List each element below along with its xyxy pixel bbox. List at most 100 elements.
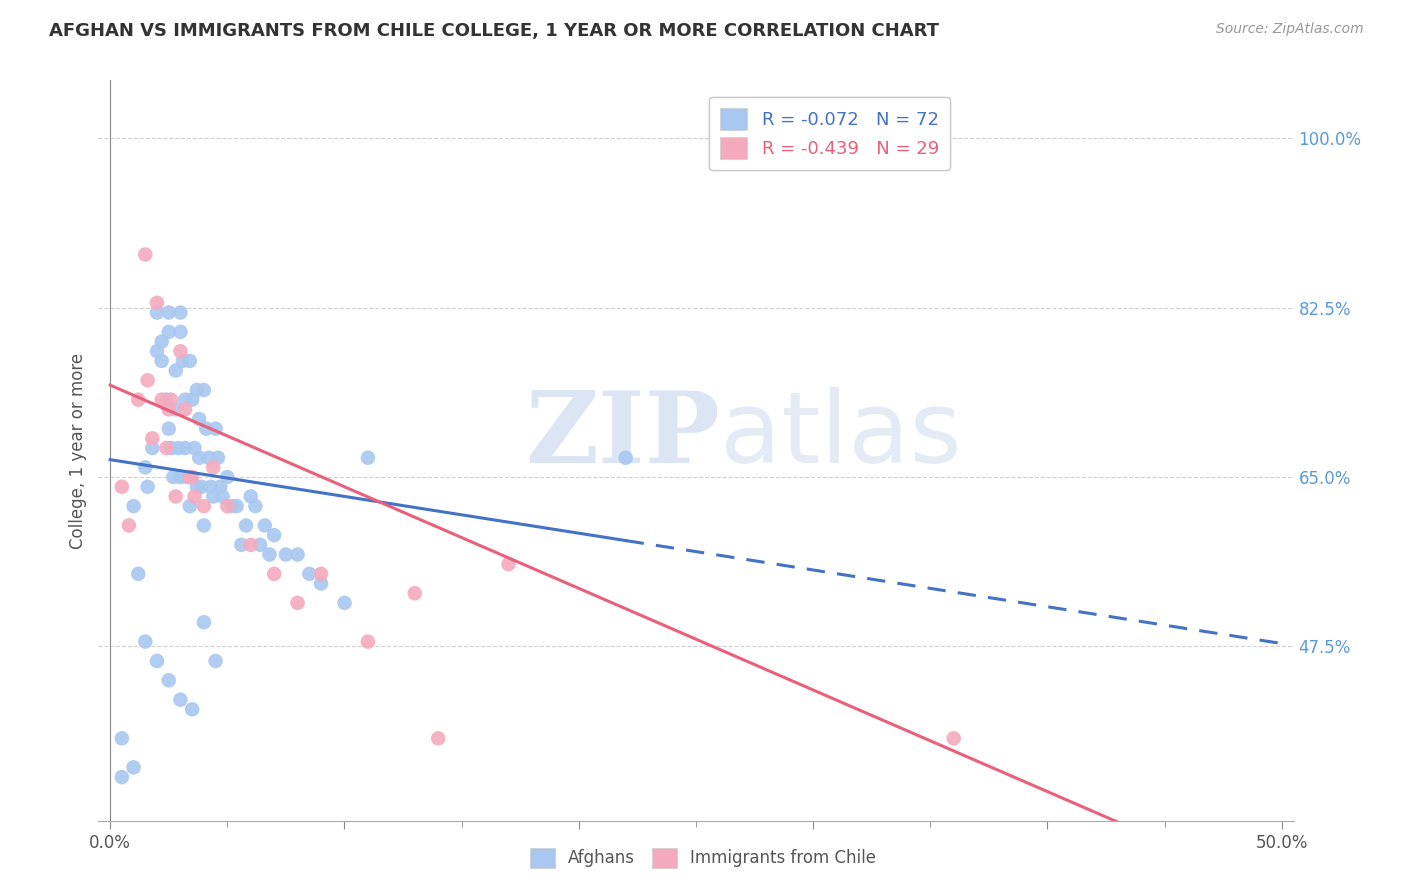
Point	[167, 441, 190, 455]
Point	[287, 596, 309, 610]
Point	[287, 548, 309, 562]
Point	[146, 305, 169, 319]
Point	[150, 334, 173, 349]
Point	[174, 441, 197, 455]
Point	[245, 499, 267, 513]
Point	[190, 480, 212, 494]
Point	[404, 586, 426, 600]
Point	[155, 441, 177, 455]
Point	[111, 770, 134, 784]
Point	[157, 673, 180, 688]
Point	[174, 392, 197, 407]
Point	[197, 450, 219, 465]
Point	[263, 566, 285, 581]
Point	[193, 518, 215, 533]
Point	[122, 760, 145, 774]
Point	[157, 402, 180, 417]
Point	[193, 615, 215, 630]
Point	[357, 634, 380, 648]
Point	[614, 450, 637, 465]
Point	[169, 325, 191, 339]
Point	[165, 402, 187, 417]
Point	[204, 654, 226, 668]
Legend: R = -0.072   N = 72, R = -0.439   N = 29: R = -0.072 N = 72, R = -0.439 N = 29	[710, 96, 950, 169]
Point	[235, 518, 257, 533]
Point	[134, 460, 156, 475]
Point	[162, 470, 184, 484]
Point	[217, 499, 239, 513]
Point	[207, 450, 229, 465]
Point	[146, 344, 169, 359]
Point	[136, 373, 159, 387]
Point	[309, 566, 332, 581]
Point	[172, 354, 194, 368]
Text: ZIP: ZIP	[524, 387, 720, 484]
Point	[239, 490, 262, 504]
Point	[160, 441, 183, 455]
Point	[127, 392, 149, 407]
Point	[176, 470, 198, 484]
Point	[157, 422, 180, 436]
Point	[111, 480, 134, 494]
Point	[942, 731, 965, 746]
Text: Source: ZipAtlas.com: Source: ZipAtlas.com	[1216, 22, 1364, 37]
Point	[141, 431, 163, 445]
Point	[165, 363, 187, 377]
Point	[141, 441, 163, 455]
Point	[169, 470, 191, 484]
Point	[249, 538, 271, 552]
Point	[118, 518, 141, 533]
Point	[181, 392, 204, 407]
Point	[181, 702, 204, 716]
Point	[160, 392, 183, 407]
Point	[146, 296, 169, 310]
Point	[183, 490, 205, 504]
Point	[225, 499, 247, 513]
Point	[211, 490, 233, 504]
Point	[221, 499, 243, 513]
Point	[209, 480, 232, 494]
Point	[333, 596, 356, 610]
Point	[134, 247, 156, 261]
Point	[174, 402, 197, 417]
Point	[193, 383, 215, 397]
Point	[127, 566, 149, 581]
Point	[179, 354, 201, 368]
Point	[231, 538, 253, 552]
Point	[179, 499, 201, 513]
Point	[195, 422, 218, 436]
Point	[263, 528, 285, 542]
Point	[253, 518, 276, 533]
Point	[217, 470, 239, 484]
Point	[157, 305, 180, 319]
Point	[136, 480, 159, 494]
Legend: Afghans, Immigrants from Chile: Afghans, Immigrants from Chile	[523, 841, 883, 875]
Point	[427, 731, 450, 746]
Point	[150, 354, 173, 368]
Point	[204, 422, 226, 436]
Point	[155, 392, 177, 407]
Point	[165, 490, 187, 504]
Point	[298, 566, 321, 581]
Point	[202, 490, 225, 504]
Point	[239, 538, 262, 552]
Point	[186, 383, 208, 397]
Point	[181, 470, 204, 484]
Point	[193, 499, 215, 513]
Point	[122, 499, 145, 513]
Point	[498, 557, 520, 571]
Point	[134, 634, 156, 648]
Point	[179, 470, 201, 484]
Point	[357, 450, 380, 465]
Y-axis label: College, 1 year or more: College, 1 year or more	[69, 352, 87, 549]
Point	[157, 325, 180, 339]
Point	[111, 731, 134, 746]
Text: AFGHAN VS IMMIGRANTS FROM CHILE COLLEGE, 1 YEAR OR MORE CORRELATION CHART: AFGHAN VS IMMIGRANTS FROM CHILE COLLEGE,…	[49, 22, 939, 40]
Point	[183, 441, 205, 455]
Point	[188, 450, 211, 465]
Point	[150, 392, 173, 407]
Text: atlas: atlas	[720, 387, 962, 484]
Point	[169, 692, 191, 706]
Point	[169, 344, 191, 359]
Point	[259, 548, 281, 562]
